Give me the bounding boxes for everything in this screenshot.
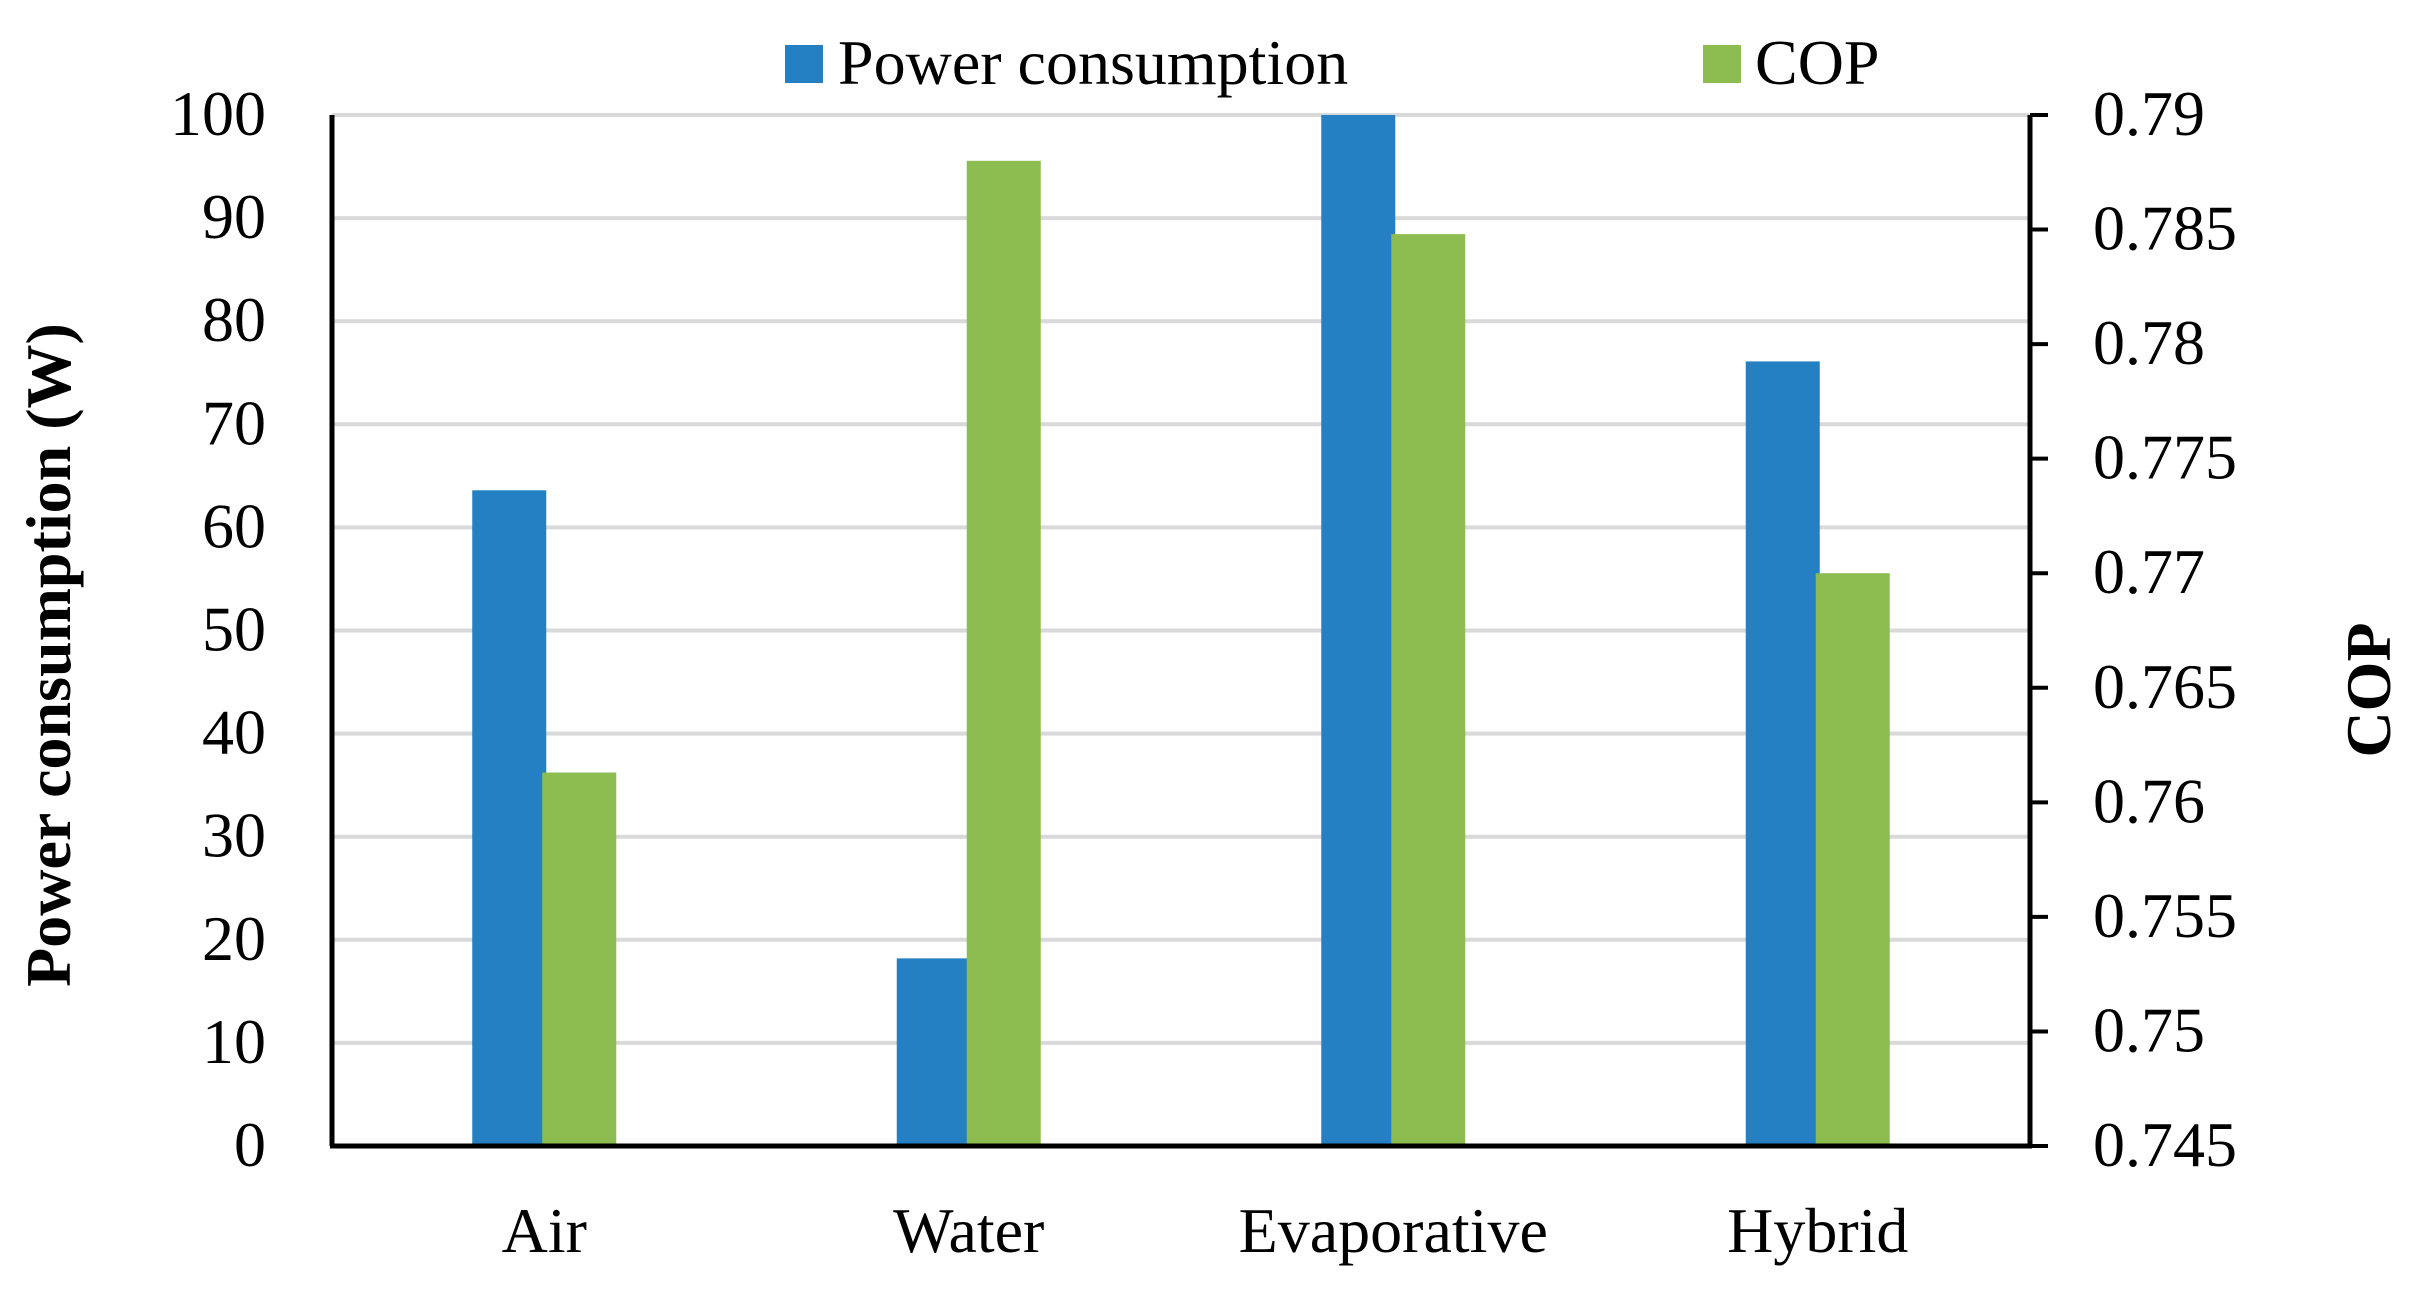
y-tick-label-left: 50 <box>202 594 266 665</box>
y-tick-label-right: 0.78 <box>2093 307 2205 378</box>
legend: Power consumption COP <box>785 27 1880 98</box>
legend-label-cop: COP <box>1755 27 1880 98</box>
axes <box>329 115 2033 1149</box>
bar-cop-water <box>966 160 1041 1147</box>
y-tick-label-left: 10 <box>202 1006 266 1077</box>
category-labels: Air Water Evaporative Hybrid <box>502 1195 1909 1266</box>
y-tick-label-right: 0.76 <box>2093 765 2205 836</box>
y-tick-label-left: 100 <box>170 78 266 149</box>
y-tick-label-left: 80 <box>202 284 266 355</box>
bar-power-consumption-evaporative <box>1321 115 1396 1146</box>
y-tick-label-right: 0.77 <box>2093 536 2205 607</box>
y-axis-label-right: COP <box>2333 622 2404 757</box>
y-tick-label-left: 40 <box>202 697 266 768</box>
y-tick-label-right: 0.755 <box>2093 880 2237 951</box>
x-tick-label: Air <box>502 1195 587 1266</box>
y-tick-label-left: 0 <box>234 1109 266 1180</box>
y-tick-label-right: 0.745 <box>2093 1109 2237 1180</box>
y-tick-label-right: 0.79 <box>2093 78 2205 149</box>
legend-swatch-power-consumption <box>785 45 823 83</box>
bar-cop-hybrid <box>1815 573 1890 1146</box>
legend-swatch-cop <box>1703 45 1741 83</box>
x-tick-label: Evaporative <box>1239 1195 1548 1266</box>
left-axis-ticks: 0 10 20 30 40 50 60 70 80 90 100 <box>170 78 266 1180</box>
bar-power-consumption-air <box>472 490 547 1146</box>
y-tick-label-left: 60 <box>202 490 266 561</box>
y-tick-label-right: 0.785 <box>2093 193 2237 264</box>
y-tick-label-left: 90 <box>202 181 266 252</box>
bar-cop-evaporative <box>1391 234 1466 1147</box>
right-axis-ticks: 0.745 0.75 0.755 0.76 0.765 0.77 0.775 0.78 0.78… <box>2030 78 2237 1180</box>
y-tick-label-left: 70 <box>202 387 266 458</box>
y-tick-label-left: 20 <box>202 903 266 974</box>
bar-power-consumption-water <box>896 958 971 1146</box>
y-tick-label-right: 0.775 <box>2093 422 2237 493</box>
x-tick-label: Water <box>893 1195 1044 1266</box>
y-tick-label-right: 0.765 <box>2093 651 2237 722</box>
x-tick-label: Hybrid <box>1727 1195 1908 1266</box>
bar-cop-air <box>542 772 617 1146</box>
legend-label-power-consumption: Power consumption <box>838 27 1348 98</box>
y-tick-label-left: 30 <box>202 800 266 871</box>
y-tick-label-right: 0.75 <box>2093 994 2205 1065</box>
y-axis-label-left: Power consumption (W) <box>13 323 84 987</box>
bar-power-consumption-hybrid <box>1745 361 1820 1146</box>
bars <box>472 115 1890 1147</box>
